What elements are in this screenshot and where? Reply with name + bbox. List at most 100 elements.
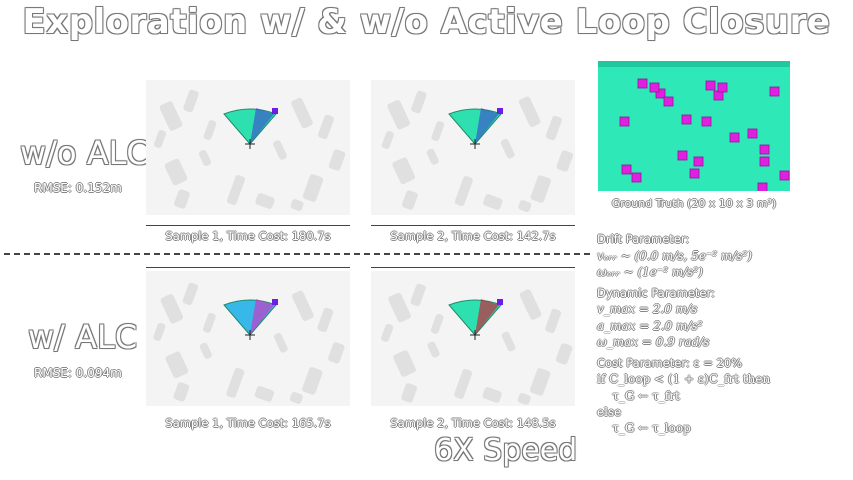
caption-without-alc-sample-2: Sample 2, Time Cost: 142.7s — [390, 229, 556, 243]
obstacle-shadow — [426, 148, 439, 165]
obstacle-shadow — [401, 383, 418, 403]
obstacle-shadow — [387, 100, 410, 130]
algorithm-line-2: τ_G ← τ_frt — [597, 388, 680, 403]
obstacle-cube — [705, 80, 716, 91]
obstacle-shadow — [483, 194, 503, 210]
algorithm-line-1: if C_loop < (1 + ε)C_frt then — [597, 372, 771, 387]
obstacle-shadow — [556, 150, 574, 172]
obstacle-shadow — [381, 131, 394, 150]
obstacle-cube — [677, 150, 688, 161]
dynamic-parameter-title: Dynamic Parameter: — [597, 285, 715, 300]
ground-truth-caption: Ground Truth (20 x 10 x 3 m³) — [611, 197, 777, 210]
obstacle-cube — [757, 182, 768, 191]
panel-with-alc-sample-1 — [146, 271, 350, 406]
obstacle-shadow — [530, 175, 551, 203]
obstacle-shadow — [273, 140, 287, 160]
ground-truth-map — [598, 61, 790, 191]
obstacle-shadow — [381, 323, 394, 342]
obstacle-shadow — [519, 289, 542, 320]
map-wall — [598, 61, 790, 67]
panel-without-alc-sample-2 — [371, 80, 575, 215]
obstacle-shadow — [545, 308, 562, 334]
obstacle-shadow — [164, 158, 188, 186]
obstacle-cube — [693, 156, 704, 167]
obstacle-cube — [681, 114, 692, 125]
obstacle-shadow — [198, 150, 212, 166]
panel-with-alc-sample-2 — [371, 271, 575, 406]
obstacle-cube — [701, 116, 712, 127]
page-title: Exploration w/ & w/o Active Loop Closure — [22, 2, 831, 42]
caption-with-alc-sample-1: Sample 1, Time Cost: 165.7s — [165, 416, 331, 430]
obstacle-shadow — [500, 138, 515, 159]
explored-region — [250, 299, 274, 335]
caption-with-alc-sample-2: Sample 2, Time Cost: 148.5s — [390, 416, 556, 430]
exploration-render — [153, 282, 345, 404]
max-velocity: v_max = 2.0 m/s — [597, 302, 698, 317]
obstacle-cube — [649, 82, 660, 93]
obstacle-shadow — [199, 342, 212, 359]
drift-parameter-title: Drift Parameter: — [597, 232, 690, 246]
obstacle-shadow — [317, 307, 334, 333]
obstacle-shadow — [388, 292, 411, 323]
obstacle-cube — [747, 128, 758, 139]
cost-parameter: Cost Parameter: ε = 20% — [597, 355, 743, 370]
obstacle-shadow — [427, 341, 440, 358]
speed-label: 6X Speed — [434, 433, 578, 468]
obstacle-shadow — [545, 115, 562, 141]
obstacle-cube — [769, 86, 780, 97]
obstacle-shadow — [392, 157, 416, 185]
obstacle-shadow — [328, 342, 345, 364]
obstacle-cube — [621, 164, 632, 175]
obstacle-block — [497, 108, 503, 114]
obstacle-shadow — [518, 96, 541, 127]
obstacle-shadow — [291, 97, 313, 129]
caption-without-alc-sample-1: Sample 1, Time Cost: 180.7s — [165, 229, 331, 243]
algorithm-line-4: τ_G ← τ_loop — [597, 421, 691, 436]
obstacle-shadow — [182, 282, 198, 306]
obstacle-shadow — [501, 331, 516, 352]
obstacle-shadow — [227, 175, 245, 205]
max-angular-velocity: ω_max = 0.9 rad/s — [597, 334, 710, 349]
obstacle-shadow — [289, 391, 303, 404]
obstacle-cube — [619, 116, 630, 127]
panel-divider-line — [146, 267, 350, 268]
obstacle-block — [272, 108, 278, 114]
obstacle-shadow — [154, 130, 166, 148]
obstacle-cube — [759, 156, 770, 167]
panel-divider-line — [371, 225, 575, 226]
row-label-without-alc: w/o ALC — [20, 134, 149, 172]
obstacle-shadow — [203, 120, 217, 140]
algorithm-line-3: else — [597, 404, 622, 419]
obstacle-cube — [779, 170, 790, 181]
obstacle-shadow — [153, 322, 166, 341]
obstacle-shadow — [430, 313, 444, 334]
explored-region — [250, 108, 274, 144]
obstacle-cube — [663, 96, 674, 107]
max-acceleration: a_max = 2.0 m/s² — [597, 318, 703, 333]
obstacle-shadow — [411, 90, 427, 114]
obstacle-shadow — [302, 367, 323, 395]
obstacle-block — [272, 299, 278, 305]
obstacle-block — [497, 299, 503, 305]
obstacle-shadow — [410, 283, 426, 307]
obstacle-cube — [637, 78, 648, 89]
obstacle-shadow — [292, 290, 314, 321]
obstacle-shadow — [273, 333, 288, 353]
obstacle-shadow — [328, 149, 346, 171]
obstacle-shadow — [183, 89, 199, 113]
obstacle-shadow — [226, 367, 245, 398]
obstacle-shadow — [555, 343, 573, 365]
obstacle-shadow — [318, 114, 334, 140]
obstacle-shadow — [174, 189, 190, 209]
obstacle-shadow — [302, 174, 324, 202]
obstacle-shadow — [431, 121, 445, 141]
obstacle-shadow — [482, 387, 502, 403]
obstacle-cube — [689, 168, 700, 179]
obstacle-shadow — [160, 294, 184, 324]
panel-divider-line — [371, 267, 575, 268]
obstacle-shadow — [529, 368, 551, 396]
obstacle-shadow — [159, 101, 183, 131]
obstacle-cube — [655, 88, 666, 99]
obstacle-shadow — [202, 312, 216, 333]
exploration-render — [381, 283, 573, 405]
